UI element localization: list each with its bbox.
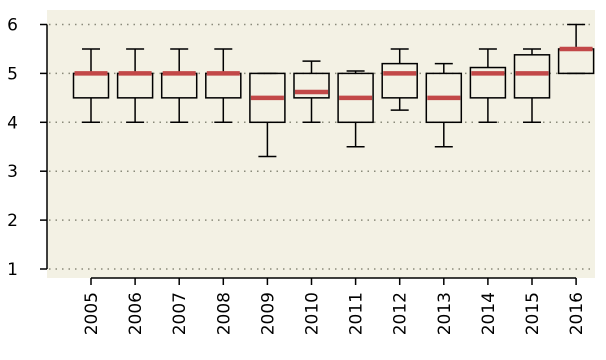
box-body xyxy=(381,62,418,99)
x-axis: 2005 2006 2007 2008 2009 2010 2011 2012 2013 2014… xyxy=(82,277,587,335)
box-body xyxy=(425,72,463,124)
box-body xyxy=(513,54,551,99)
x-tick-label-2010: 2010 xyxy=(303,292,323,335)
x-tick-label-2015: 2015 xyxy=(523,292,543,335)
box-body xyxy=(249,72,286,124)
y-tick-label-4: 4 xyxy=(7,113,18,133)
box-2013 xyxy=(425,62,463,148)
box-body xyxy=(469,66,507,99)
y-tick-label-1: 1 xyxy=(7,260,18,280)
box-body xyxy=(293,72,330,99)
y-axis: 1 2 3 4 5 6 xyxy=(7,16,48,280)
box-body xyxy=(337,72,374,124)
x-tick-label-2006: 2006 xyxy=(126,292,146,335)
box-2005 xyxy=(72,48,110,124)
plot-panel xyxy=(47,10,595,278)
box-2006 xyxy=(116,48,154,124)
y-tick-label-5: 5 xyxy=(7,64,18,84)
box-2015 xyxy=(513,48,551,124)
box-series xyxy=(72,23,595,158)
box-2010 xyxy=(293,60,330,124)
x-tick-label-2007: 2007 xyxy=(170,292,190,335)
x-tick-label-2016: 2016 xyxy=(567,292,587,335)
box-2009 xyxy=(249,72,286,158)
x-tick-label-2014: 2014 xyxy=(479,292,499,335)
x-tick-label-2011: 2011 xyxy=(347,292,367,335)
x-tick-label-2013: 2013 xyxy=(435,292,455,335)
box-2008 xyxy=(205,48,242,124)
box-2016 xyxy=(557,23,595,75)
x-tick-label-2009: 2009 xyxy=(258,292,278,335)
x-tick-label-2012: 2012 xyxy=(391,292,411,335)
y-tick-label-3: 3 xyxy=(7,162,18,182)
x-tick-label-2008: 2008 xyxy=(214,292,234,335)
box-2012 xyxy=(381,48,418,111)
x-tick-label-2005: 2005 xyxy=(82,292,102,335)
y-tick-label-6: 6 xyxy=(7,16,18,36)
y-tick-label-2: 2 xyxy=(7,211,18,231)
box-2007 xyxy=(160,48,198,124)
box-2011 xyxy=(337,70,374,148)
box-2014 xyxy=(469,48,507,124)
